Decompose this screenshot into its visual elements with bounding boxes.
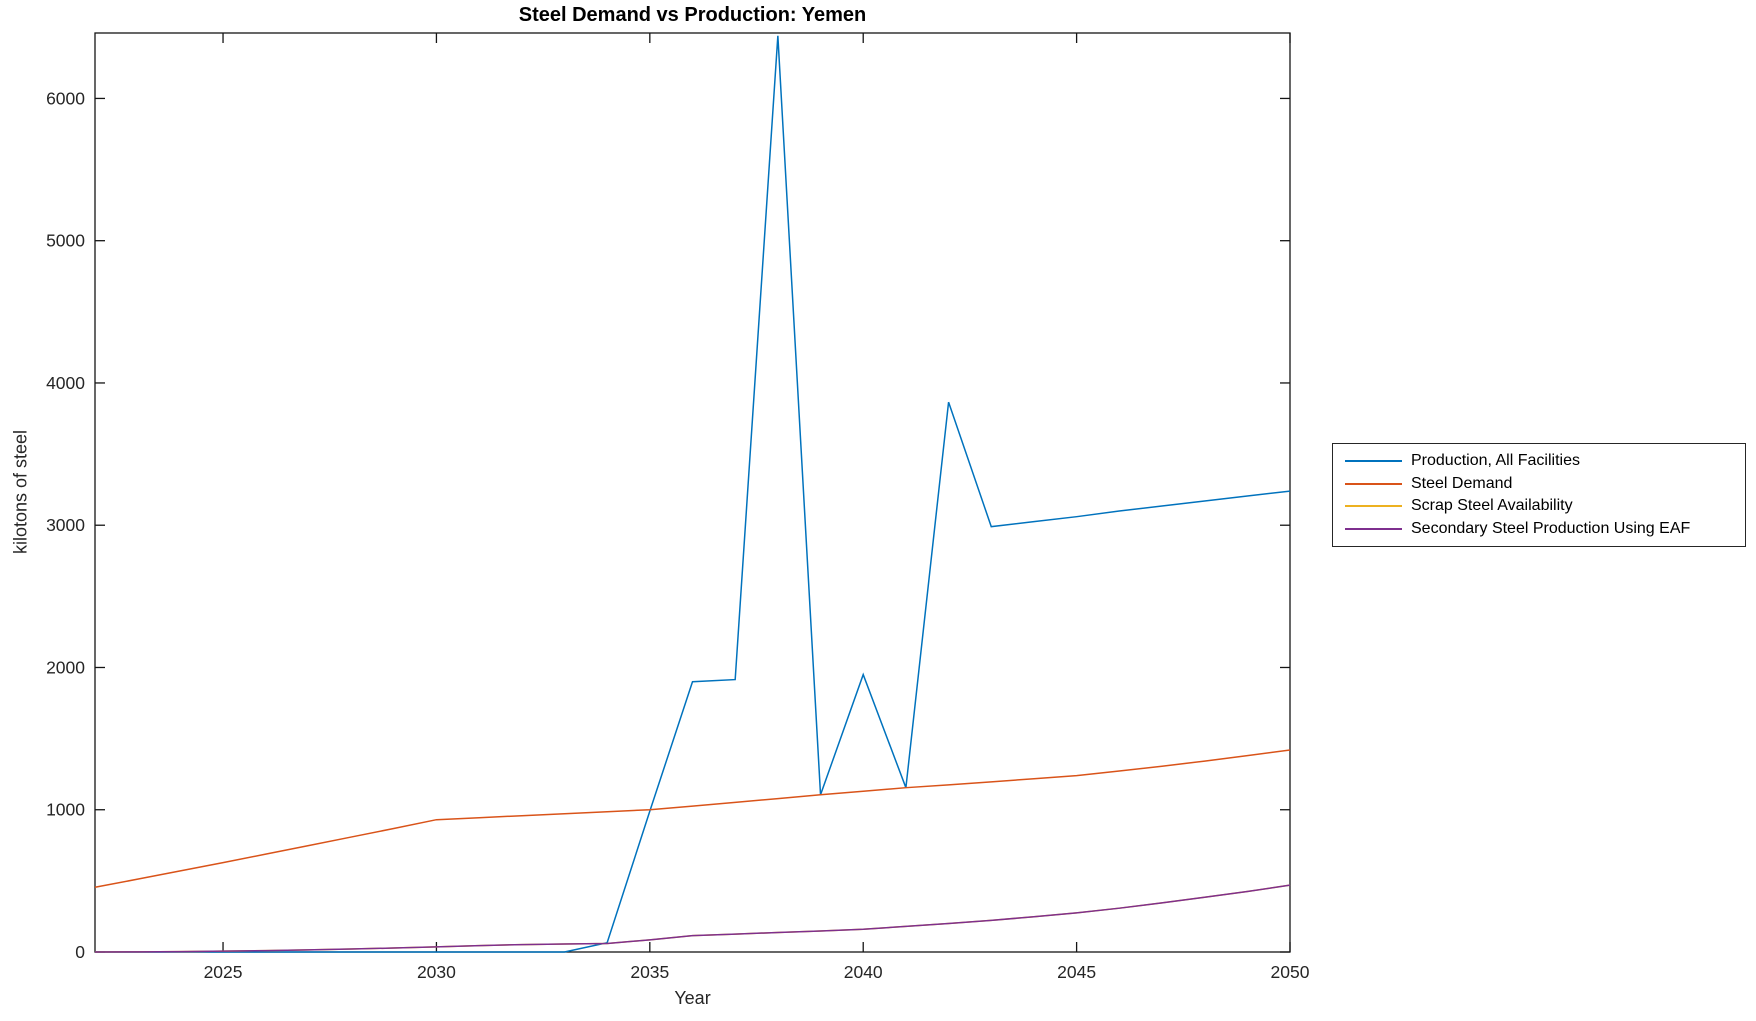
x-tick-label: 2040 (844, 962, 883, 982)
x-tick-label: 2045 (1057, 962, 1096, 982)
chart-title: Steel Demand vs Production: Yemen (518, 4, 867, 26)
x-tick-label: 2050 (1271, 962, 1310, 982)
legend-line-sample (1345, 527, 1402, 530)
series-line-1 (94, 749, 1291, 889)
series-line-2 (94, 884, 1291, 953)
x-tick-label: 2035 (630, 962, 669, 982)
x-axis-label: Year (674, 988, 711, 1008)
legend-item-2: Scrap Steel Availability (1345, 495, 1745, 518)
x-tick-label: 2030 (417, 962, 456, 982)
y-tick-label: 3000 (46, 515, 85, 535)
axes-box (94, 32, 1291, 953)
y-axis-label: kilotons of steel (10, 429, 31, 555)
legend-line-sample (1345, 482, 1402, 485)
y-tick-label: 1000 (46, 800, 85, 820)
y-tick-label: 0 (75, 942, 85, 962)
legend-line-sample (1345, 505, 1402, 508)
y-tick-label: 2000 (46, 657, 85, 677)
legend-item-3: Secondary Steel Production Using EAF (1345, 518, 1745, 541)
legend: Production, All Facilities Steel Demand Sc… (1332, 443, 1746, 547)
y-tick-label: 5000 (46, 231, 85, 251)
x-tick-label: 2025 (204, 962, 243, 982)
y-tick-label: 6000 (46, 88, 85, 108)
y-tick-label: 4000 (46, 373, 85, 393)
legend-item-1: Steel Demand (1345, 473, 1745, 496)
legend-item-label: Production, All Facilities (1411, 452, 1580, 470)
legend-item-0: Production, All Facilities (1345, 450, 1745, 473)
series-line-0 (95, 35, 1291, 953)
legend-item-label: Steel Demand (1411, 474, 1513, 492)
series-line-3 (94, 884, 1291, 953)
legend-item-label: Scrap Steel Availability (1411, 497, 1573, 515)
legend-line-sample (1345, 460, 1402, 463)
legend-item-label: Secondary Steel Production Using EAF (1411, 519, 1691, 537)
